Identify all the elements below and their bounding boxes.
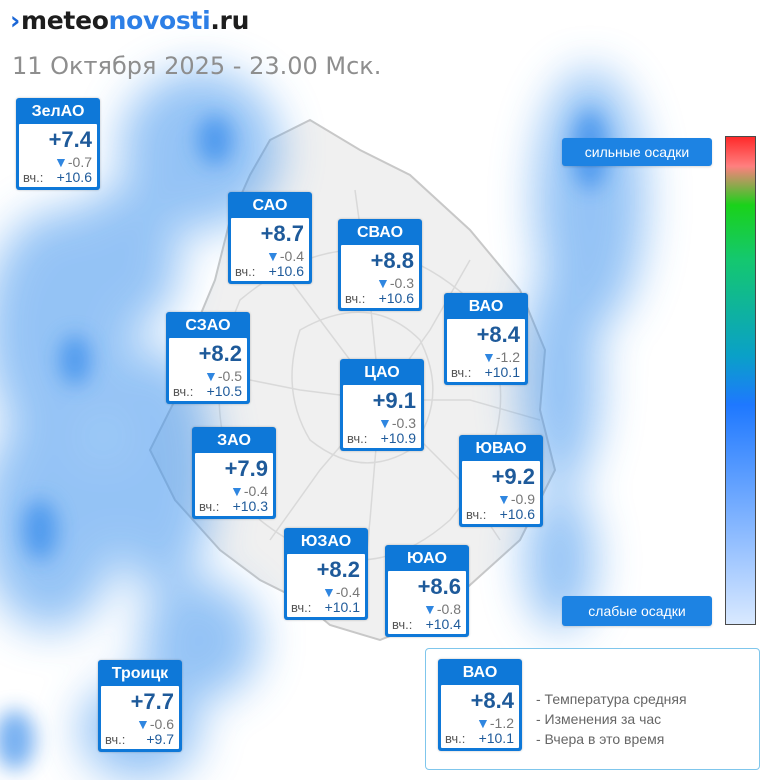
district-card-zao: ЗАО +7.9 ▼-0.4 вч.: +10.3 [192,427,276,519]
district-change: -0.9 [510,491,535,507]
down-arrow-icon: ▼ [266,248,280,264]
logo-text-novosti: novosti [108,6,211,35]
district-temperature: +8.2 [198,341,242,366]
district-yesterday: +10.1 [478,730,514,746]
logo-text-domain: .ru [210,6,250,35]
district-yesterday: +10.1 [484,364,520,380]
legend-sample-card: ВАО +8.4 ▼-1.2 вч.: +10.1 [438,659,522,751]
district-card-yuao: ЮАО +8.6 ▼-0.8 вч.: +10.4 [385,545,469,637]
down-arrow-icon: ▼ [54,154,68,170]
yesterday-prefix: вч.: [235,264,256,279]
down-arrow-icon: ▼ [136,716,150,732]
district-change: -1.2 [489,715,514,731]
logo-text-meteo: meteo [21,6,109,35]
district-temperature: +8.6 [417,574,461,599]
district-change: -0.3 [391,415,416,431]
forecast-datetime: 11 Октября 2025 - 23.00 Мск. [12,52,382,80]
yesterday-prefix: вч.: [347,431,368,446]
district-temperature: +8.2 [316,557,360,582]
yesterday-prefix: вч.: [392,617,413,632]
district-temperature: +8.8 [370,248,414,273]
district-change: -0.4 [279,248,304,264]
district-card-yuvao: ЮВАО +9.2 ▼-0.9 вч.: +10.6 [459,435,543,527]
yesterday-prefix: вч.: [23,170,44,185]
district-name: ЗелАО [31,103,85,120]
district-name: Троицк [111,665,169,682]
district-temperature: +9.2 [491,464,535,489]
legend-list: - Температура средняя - Изменения за час… [536,689,687,749]
district-change: -0.3 [389,275,414,291]
yesterday-prefix: вч.: [291,600,312,615]
district-card-yuzao: ЮЗАО +8.2 ▼-0.4 вч.: +10.1 [284,528,368,620]
district-yesterday: +10.6 [499,506,535,522]
down-arrow-icon: ▼ [204,368,218,384]
down-arrow-icon: ▼ [322,584,336,600]
district-name: САО [252,197,288,214]
yesterday-prefix: вч.: [199,499,220,514]
district-temperature: +8.4 [476,322,520,347]
district-yesterday: +10.1 [324,599,360,615]
district-yesterday: +10.4 [425,616,461,632]
district-name: ЮАО [407,550,447,567]
down-arrow-icon: ▼ [423,601,437,617]
district-change: -0.5 [217,368,242,384]
district-yesterday: +9.7 [146,731,174,747]
district-yesterday: +10.6 [56,169,92,185]
precipitation-color-scale [725,136,756,625]
logo-mark: › [10,6,21,35]
district-card-svao: СВАО +8.8 ▼-0.3 вч.: +10.6 [338,219,422,311]
yesterday-prefix: вч.: [445,731,466,746]
down-arrow-icon: ▼ [376,275,390,291]
legend-item-yesterday: - Вчера в это время [536,731,665,747]
district-name: ВАО [462,664,498,681]
district-yesterday: +10.6 [378,290,414,306]
district-change: -0.4 [243,483,268,499]
district-name: ЗАО [217,432,251,449]
down-arrow-icon: ▼ [497,491,511,507]
district-card-vao: ВАО +8.4 ▼-1.2 вч.: +10.1 [444,293,528,385]
district-card-zelao: ЗелАО +7.4 ▼-0.7 вч.: +10.6 [16,98,100,190]
district-change: -0.7 [67,154,92,170]
district-change: -1.2 [495,349,520,365]
down-arrow-icon: ▼ [378,415,392,431]
yesterday-prefix: вч.: [451,365,472,380]
down-arrow-icon: ▼ [230,483,244,499]
district-change: -0.6 [149,716,174,732]
district-name: ЮЗАО [300,533,352,550]
district-temperature: +7.7 [130,689,174,714]
district-card-szao: СЗАО +8.2 ▼-0.5 вч.: +10.5 [166,312,250,404]
district-name: ЮВАО [475,440,527,457]
legend-item-temperature: - Температура средняя [536,691,687,707]
district-temperature: +7.4 [48,127,92,152]
district-name: СЗАО [185,317,231,334]
district-card-cao: ЦАО +9.1 ▼-0.3 вч.: +10.9 [340,359,424,451]
district-temperature: +8.4 [470,688,514,713]
weak-precip-label: слабые осадки [562,596,712,626]
district-temperature: +7.9 [224,456,268,481]
district-card-sao: САО +8.7 ▼-0.4 вч.: +10.6 [228,192,312,284]
district-temperature: +9.1 [372,388,416,413]
yesterday-prefix: вч.: [345,291,366,306]
yesterday-prefix: вч.: [173,384,194,399]
down-arrow-icon: ▼ [482,349,496,365]
district-change: -0.4 [335,584,360,600]
district-yesterday: +10.5 [206,383,242,399]
district-card-troick: Троицк +7.7 ▼-0.6 вч.: +9.7 [98,660,182,752]
legend-item-hourly-change: - Изменения за час [536,711,662,727]
down-arrow-icon: ▼ [476,715,490,731]
district-yesterday: +10.3 [232,498,268,514]
district-name: СВАО [356,224,404,241]
legend-box: ВАО +8.4 ▼-1.2 вч.: +10.1 - Температура с… [425,648,760,770]
district-temperature: +8.7 [260,221,304,246]
yesterday-prefix: вч.: [466,507,487,522]
district-name: ЦАО [364,364,400,381]
district-yesterday: +10.6 [268,263,304,279]
district-yesterday: +10.9 [380,430,416,446]
district-name: ВАО [468,298,504,315]
district-change: -0.8 [436,601,461,617]
strong-precip-label: сильные осадки [562,138,712,166]
site-logo[interactable]: ›meteonovosti.ru [10,6,249,35]
yesterday-prefix: вч.: [105,732,126,747]
